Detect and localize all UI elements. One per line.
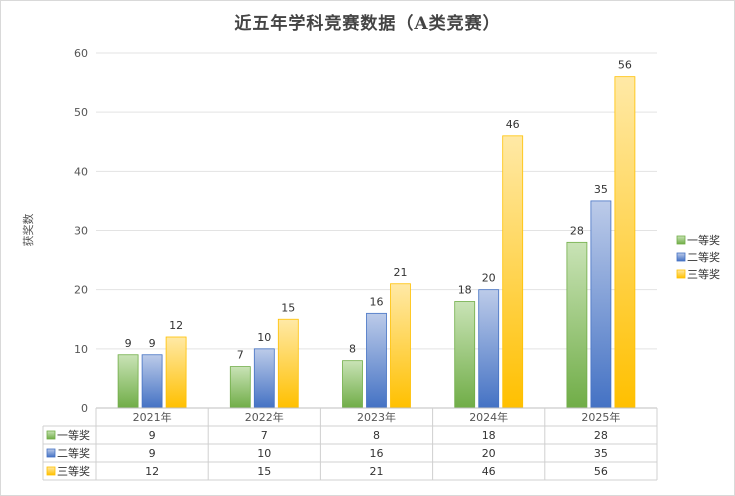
data-label: 20: [482, 272, 496, 285]
legend-label: 二等奖: [687, 250, 720, 264]
data-label: 18: [458, 284, 472, 297]
legend-label: 一等奖: [687, 233, 720, 247]
table-cell: 46: [482, 465, 496, 478]
y-tick-label: 30: [74, 225, 88, 238]
bar: [454, 301, 476, 409]
table-legend-swatch: [46, 448, 56, 458]
table-cell: 20: [482, 447, 496, 460]
legend-label: 三等奖: [687, 267, 720, 281]
bar: [566, 241, 588, 409]
data-label: 9: [125, 337, 132, 350]
bar: [117, 354, 139, 409]
x-tick-label: 2022年: [245, 410, 284, 424]
table-legend-swatch: [46, 430, 56, 440]
data-label: 28: [570, 224, 584, 237]
table-cell: 18: [482, 429, 496, 442]
table-cell: 56: [594, 465, 608, 478]
table-cell: 28: [594, 429, 608, 442]
table-series-name: 二等奖: [57, 446, 90, 460]
chart-title: 近五年学科竞赛数据（A类竞赛）: [234, 14, 501, 34]
bar: [277, 318, 299, 409]
table-cell: 9: [149, 447, 156, 460]
bar: [141, 354, 163, 409]
bar: [590, 200, 612, 409]
bar: [165, 336, 187, 409]
x-tick-label: 2021年: [133, 410, 172, 424]
bar: [229, 366, 251, 409]
y-tick-label: 60: [74, 47, 88, 60]
data-label: 9: [149, 337, 156, 350]
data-label: 8: [349, 343, 356, 356]
table-cell: 7: [261, 429, 268, 442]
y-tick-label: 20: [74, 284, 88, 297]
bar: [478, 289, 500, 409]
table-cell: 16: [370, 447, 384, 460]
table-cell: 15: [257, 465, 271, 478]
table-cell: 8: [373, 429, 380, 442]
data-label: 15: [281, 301, 295, 314]
bar: [253, 348, 275, 409]
table-cell: 10: [257, 447, 271, 460]
y-tick-label: 40: [74, 165, 88, 178]
table-cell: 35: [594, 447, 608, 460]
data-label: 46: [506, 118, 520, 131]
bar: [614, 76, 636, 409]
x-tick-label: 2023年: [357, 410, 396, 424]
table-cell: 9: [149, 429, 156, 442]
table-series-name: 一等奖: [57, 428, 90, 442]
y-tick-label: 10: [74, 343, 88, 356]
data-label: 56: [618, 59, 632, 72]
data-label: 21: [394, 266, 408, 279]
table-series-name: 三等奖: [57, 464, 90, 478]
table-cell: 12: [145, 465, 159, 478]
data-label: 12: [169, 319, 183, 332]
y-axis-label: 获奖数: [21, 214, 35, 247]
x-tick-label: 2025年: [581, 410, 620, 424]
data-label: 7: [237, 349, 244, 362]
table-legend-swatch: [46, 466, 56, 476]
y-tick-label: 0: [81, 402, 88, 415]
y-tick-label: 50: [74, 106, 88, 119]
bar: [390, 283, 411, 409]
bar: [502, 135, 524, 409]
table-cell: 21: [370, 465, 384, 478]
legend-swatch: [676, 252, 686, 262]
data-label: 10: [257, 331, 271, 344]
legend-swatch: [676, 269, 686, 279]
data-label: 16: [370, 295, 384, 308]
bar: [342, 360, 363, 409]
x-tick-label: 2024年: [469, 410, 508, 424]
bar: [366, 312, 387, 409]
data-label: 35: [594, 183, 608, 196]
legend-swatch: [676, 235, 686, 245]
